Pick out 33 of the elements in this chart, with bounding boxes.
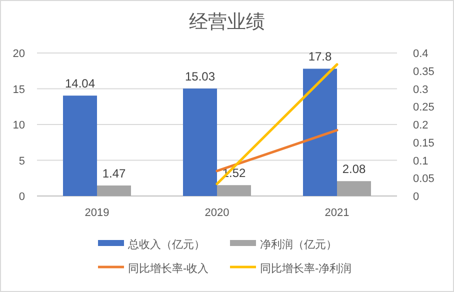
x-tick-label: 2021 xyxy=(324,207,350,219)
legend-label: 净利润（亿元） xyxy=(260,238,337,251)
y-tick-label: 20 xyxy=(12,48,25,60)
bar xyxy=(183,88,217,196)
y-tick-label: 15 xyxy=(12,84,25,96)
bar xyxy=(217,185,251,196)
y2-tick-label: 0.4 xyxy=(413,48,428,60)
y-tick-label: 10 xyxy=(12,120,25,132)
y-tick-label: 5 xyxy=(18,155,25,168)
data-label: 15.03 xyxy=(184,70,216,84)
data-label: 17.8 xyxy=(308,50,332,64)
data-label: 2.08 xyxy=(342,162,366,176)
y2-tick-label: 0.15 xyxy=(413,137,434,150)
bar xyxy=(303,68,337,196)
legend-label: 同比增长率-收入 xyxy=(128,262,209,275)
chart-title: 经营业绩 xyxy=(189,12,265,33)
bar xyxy=(337,181,371,196)
bar xyxy=(63,96,97,196)
legend-label: 同比增长率-净利润 xyxy=(260,262,352,275)
y2-tick-label: 0.05 xyxy=(413,173,434,186)
data-label: 14.04 xyxy=(64,76,96,91)
data-label: 1.47 xyxy=(102,166,126,180)
y-tick-label: 0 xyxy=(18,191,25,203)
y2-tick-label: 0.25 xyxy=(413,102,434,114)
y2-tick-label: 0.3 xyxy=(413,84,428,96)
y2-tick-label: 0.2 xyxy=(413,120,428,132)
x-tick-label: 2019 xyxy=(84,207,110,219)
y2-tick-label: 0 xyxy=(413,191,420,203)
y2-tick-label: 0.1 xyxy=(413,155,428,168)
y2-tick-label: 0.35 xyxy=(413,66,434,78)
x-tick-label: 2020 xyxy=(204,207,230,219)
bar xyxy=(97,185,131,196)
legend-label: 总收入（亿元） xyxy=(127,238,205,251)
